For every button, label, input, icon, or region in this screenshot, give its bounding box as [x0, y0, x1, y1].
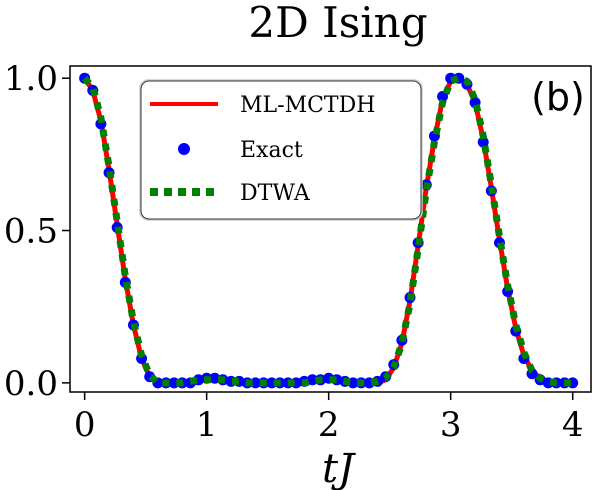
x-tick-label: 0 [74, 405, 96, 445]
x-tick-label: 2 [318, 405, 340, 445]
data-point-exact [306, 374, 318, 386]
series-line-dtwa [82, 74, 573, 387]
legend-swatch-exact [178, 143, 190, 155]
y-tick-label: 0.0 [4, 364, 58, 404]
legend-label-dtwa: DTWA [240, 181, 311, 206]
legend: ML-MCTDH Exact DTWA [139, 79, 423, 221]
x-axis-label: tJ [322, 446, 356, 490]
x-tick-label: 3 [440, 405, 462, 445]
x-ticks: 0 1 2 3 4 [74, 392, 584, 445]
data-point-exact [209, 372, 221, 384]
series-layer [79, 72, 579, 389]
legend-box [139, 79, 423, 221]
chart-title: 2D Ising [248, 0, 427, 47]
legend-label-ml-mctdh: ML-MCTDH [240, 93, 375, 118]
x-tick-label: 4 [562, 405, 584, 445]
data-point-exact [437, 90, 449, 102]
x-tick-label: 1 [196, 405, 218, 445]
legend-border [140, 80, 422, 220]
panel-label: (b) [531, 75, 585, 119]
y-tick-label: 1.0 [4, 59, 58, 99]
y-tick-label: 0.5 [4, 212, 58, 252]
legend-label-exact: Exact [240, 138, 303, 163]
y-ticks: 0.0 0.5 1.0 [4, 59, 70, 404]
